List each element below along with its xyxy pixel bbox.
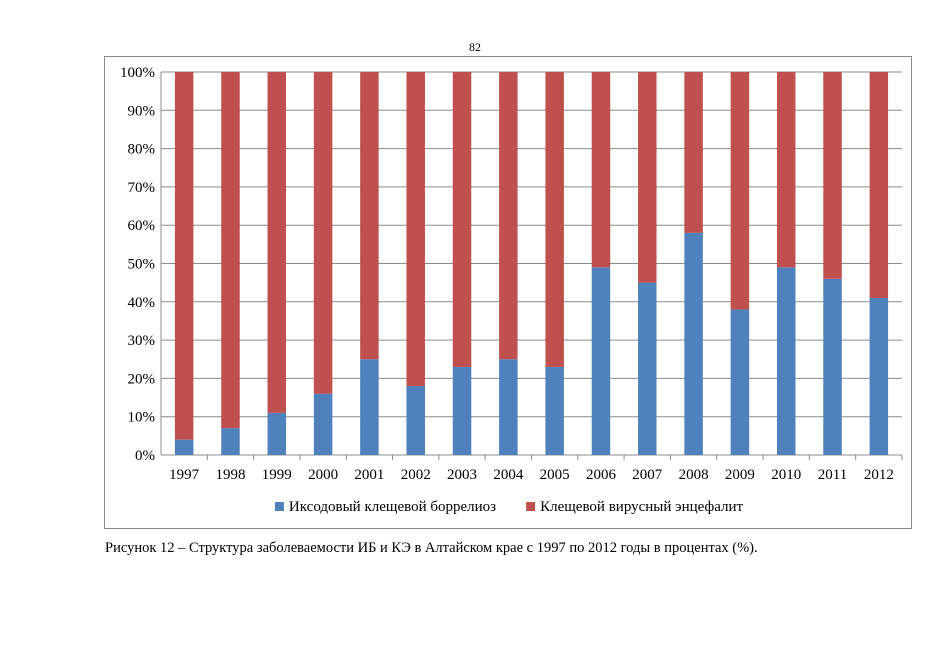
bar-borreliosis [823, 278, 842, 455]
bar-encephalitis [684, 72, 703, 233]
y-tick-label: 90% [128, 103, 156, 119]
bar-borreliosis [684, 232, 703, 455]
y-tick-label: 10% [128, 410, 156, 426]
y-tick-label: 70% [128, 180, 156, 196]
bar-borreliosis [776, 267, 796, 455]
bar-borreliosis [545, 366, 564, 455]
x-tick-label: 2000 [308, 467, 338, 483]
y-tick-label: 30% [128, 333, 156, 349]
bar-encephalitis [499, 72, 518, 360]
x-tick-label: 2003 [447, 467, 477, 483]
bar-borreliosis [638, 282, 657, 455]
y-tick-label: 20% [128, 371, 156, 387]
x-tick-label: 2005 [540, 467, 570, 483]
chart-area: 0% 10% 20% 30% 40% 50% 60% 70% 80% 90% 100% 1997 199… [104, 56, 912, 529]
x-tick-label: 1998 [215, 467, 245, 483]
bar-borreliosis [591, 267, 611, 455]
y-tick-label: 50% [128, 257, 156, 273]
y-tick-label: 40% [128, 295, 156, 311]
bar-encephalitis [591, 72, 611, 268]
bar-borreliosis [360, 359, 379, 455]
y-tick-label: 100% [120, 65, 155, 81]
x-tick-label: 2004 [493, 467, 524, 483]
x-tick-label: 2001 [354, 467, 384, 483]
legend-swatch [274, 502, 284, 511]
bar-encephalitis [823, 72, 842, 279]
bar-borreliosis [313, 393, 333, 455]
x-tick-label: 2011 [818, 467, 847, 483]
x-tick-label: 2010 [771, 467, 801, 483]
bar-encephalitis [313, 72, 333, 394]
bar-borreliosis [174, 439, 194, 455]
x-tick-label: 1999 [262, 467, 292, 483]
legend-swatch [526, 502, 536, 511]
legend-label: Иксодовый клещевой боррелиоз [289, 499, 496, 515]
bar-encephalitis [776, 72, 796, 268]
bar-borreliosis [452, 366, 472, 455]
bar-borreliosis [730, 309, 750, 455]
stacked-bar-chart: 0% 10% 20% 30% 40% 50% 60% 70% 80% 90% 100% 1997 199… [120, 65, 903, 515]
y-tick-label: 80% [128, 142, 156, 158]
page-number: 82 [469, 40, 481, 54]
bar-encephalitis [452, 72, 472, 367]
y-tick-label: 0% [135, 448, 155, 464]
x-tick-label: 2007 [632, 467, 663, 483]
x-tick-label: 2008 [679, 467, 709, 483]
bar-borreliosis [267, 412, 287, 455]
bar-encephalitis [638, 72, 657, 283]
bar-encephalitis [406, 72, 425, 387]
bar-encephalitis [221, 72, 240, 429]
bar-borreliosis [406, 386, 425, 455]
x-tick-label: 2002 [401, 467, 431, 483]
bar-borreliosis [499, 359, 518, 455]
bar-encephalitis [267, 72, 287, 413]
x-tick-label: 2012 [864, 467, 894, 483]
y-tick-label: 60% [128, 218, 156, 234]
bar-encephalitis [174, 72, 194, 440]
x-tick-label: 2006 [586, 467, 617, 483]
bar-encephalitis [730, 72, 750, 310]
x-tick-label: 1997 [169, 467, 200, 483]
bar-encephalitis [360, 72, 379, 360]
bar-encephalitis [545, 72, 564, 367]
figure-caption: Рисунок 12 – Структура заболеваемости ИБ… [105, 540, 758, 556]
legend-label: Клещевой вирусный энцефалит [540, 499, 743, 515]
bar-encephalitis [869, 72, 889, 298]
bar-borreliosis [869, 297, 889, 455]
x-tick-label: 2009 [725, 467, 755, 483]
bar-borreliosis [221, 428, 240, 455]
